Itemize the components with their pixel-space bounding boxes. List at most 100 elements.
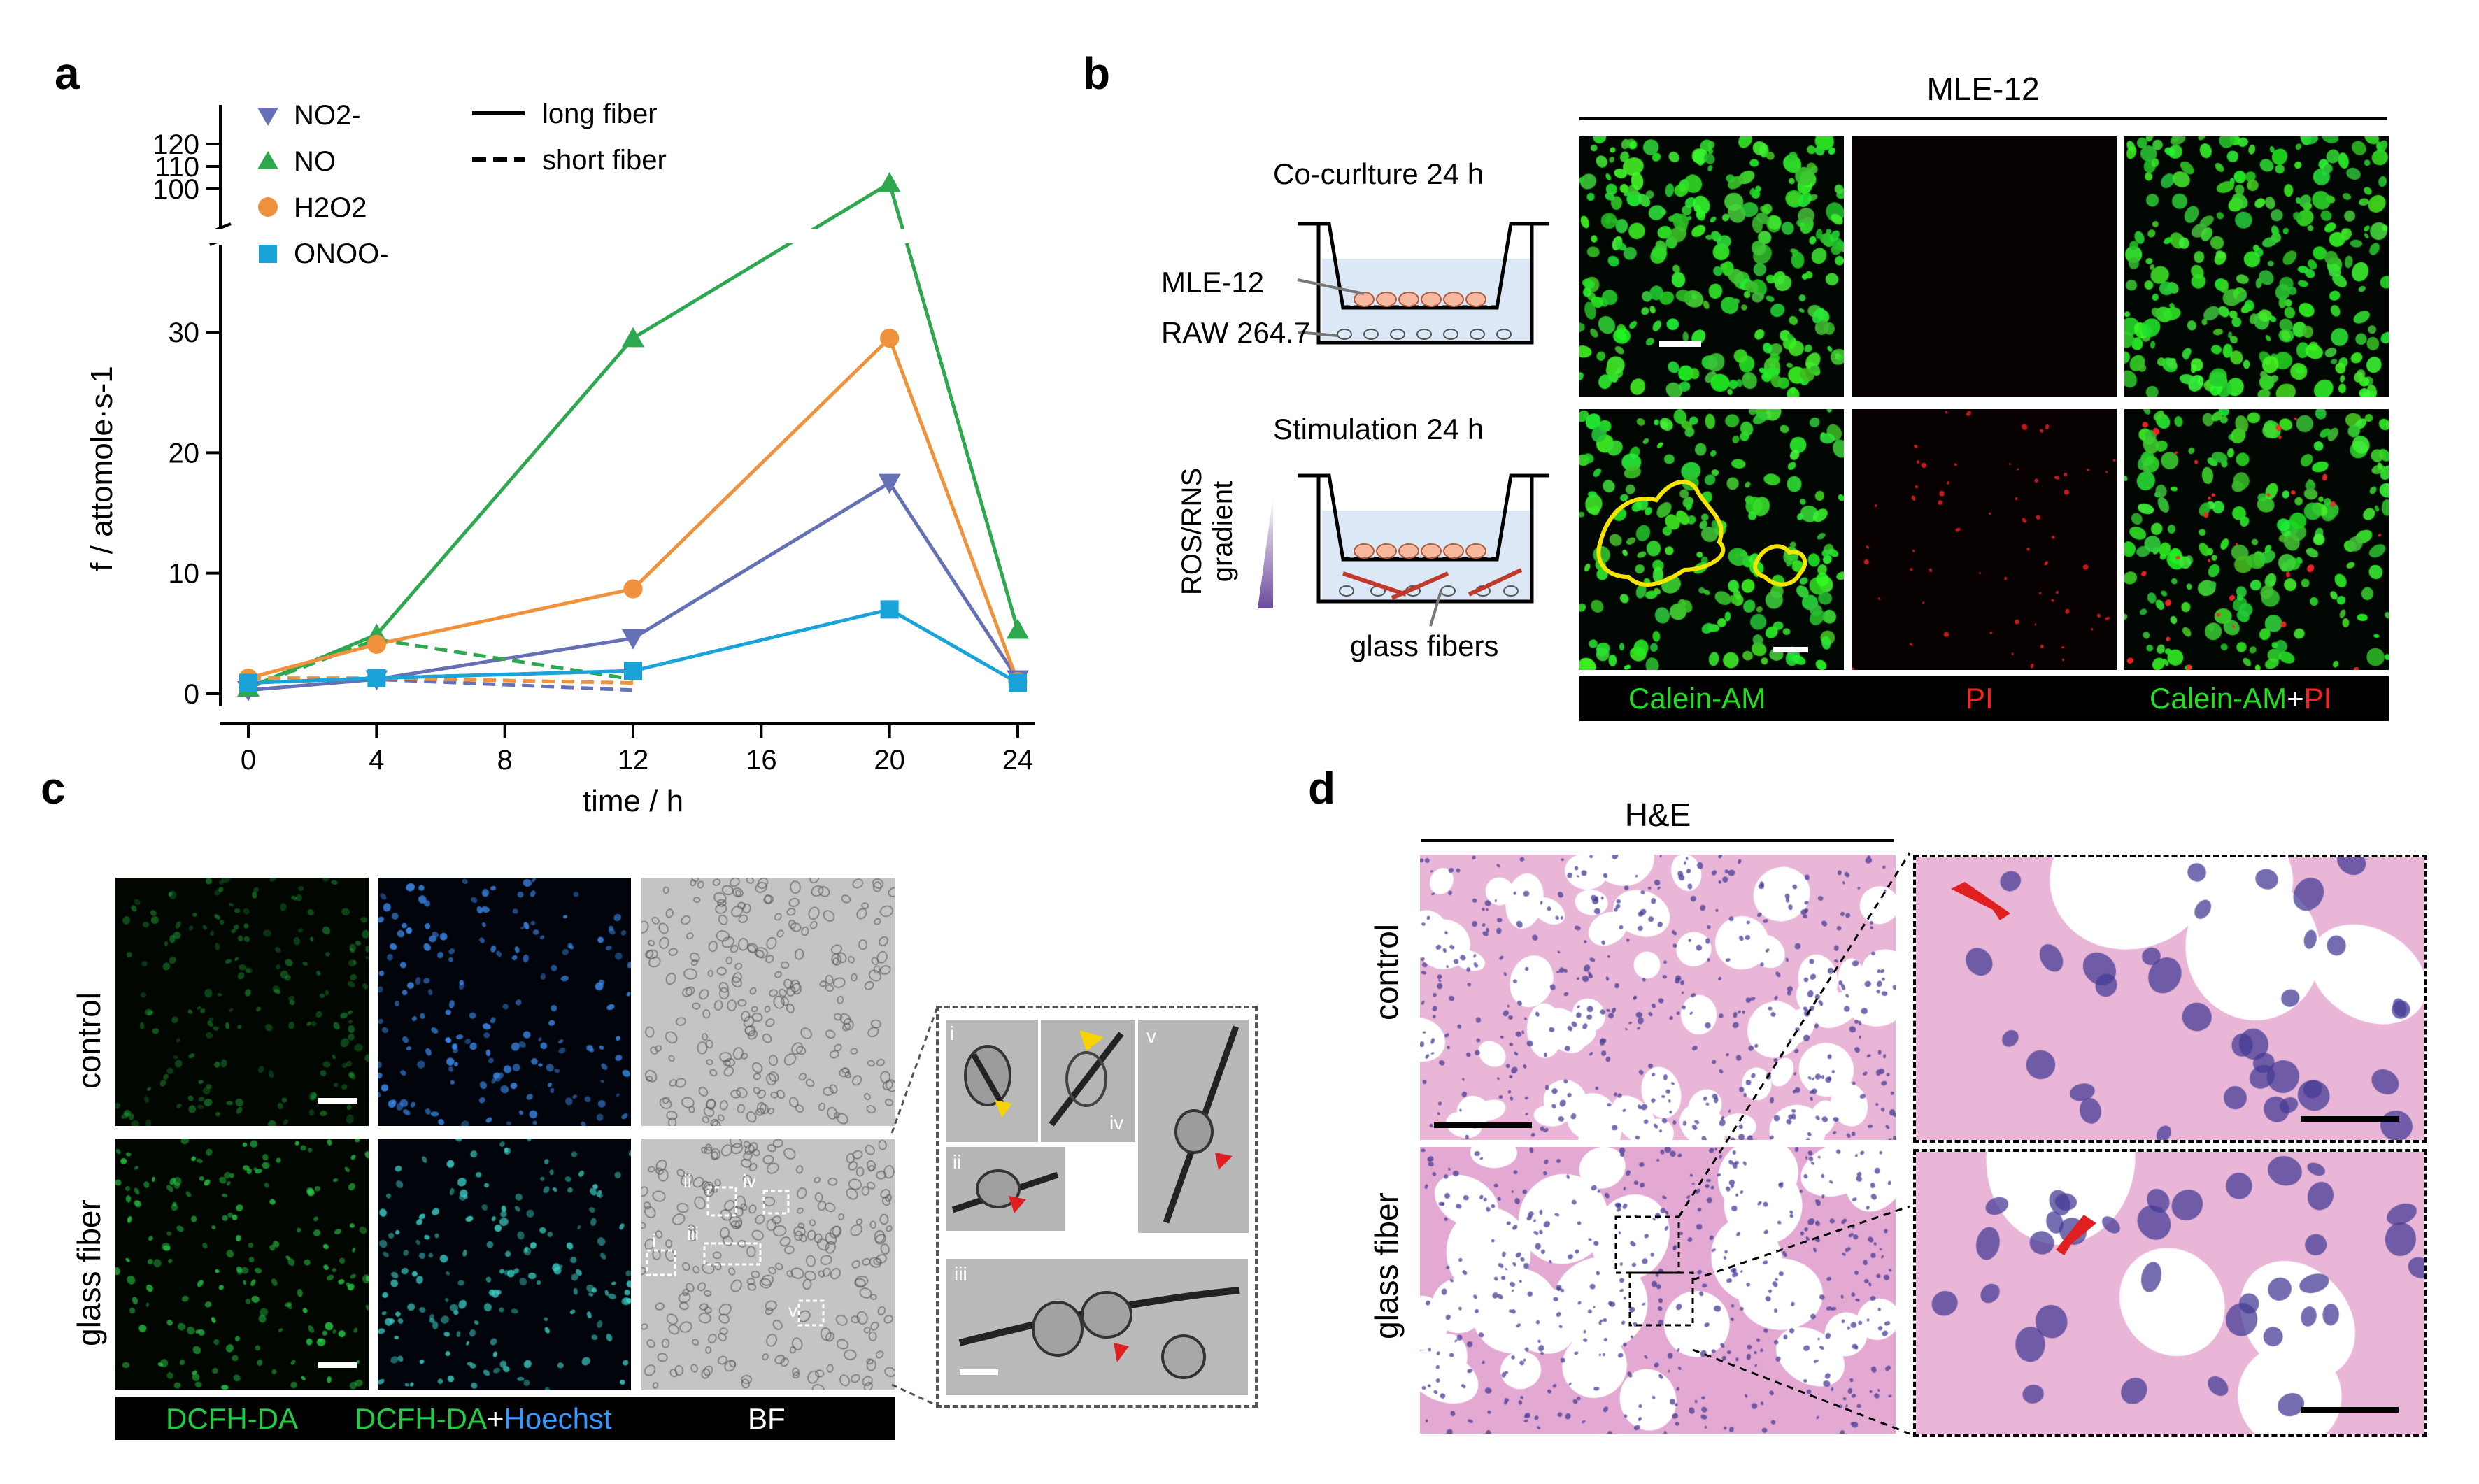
d-title-rule <box>1421 839 1894 842</box>
inset-i: i <box>946 1020 1038 1142</box>
x-tick-label-20: 20 <box>874 745 905 776</box>
b-title: MLE-12 <box>1926 71 2040 107</box>
b-title-rule <box>1579 117 2387 120</box>
scale-bar-c-bottom <box>318 1362 357 1368</box>
roi-label-iii: iii <box>687 1223 699 1244</box>
c-row-control: control <box>71 992 107 1090</box>
point-onoo-12 <box>624 662 642 680</box>
legend-label-no: NO <box>294 146 336 177</box>
d-img-he-control <box>1420 855 1896 1140</box>
x-tick-label-24: 24 <box>1002 745 1034 776</box>
c-row-glass: glass fiber <box>71 1199 107 1346</box>
x-tick-label-0: 0 <box>241 745 256 776</box>
roi-label-ii: ii <box>683 1171 692 1192</box>
legend-label-h2o2: H2O2 <box>294 192 367 223</box>
b-gradient-label: ROS/RNS gradient <box>1177 462 1238 601</box>
red-arrow-glass <box>2056 1215 2096 1255</box>
b-mle12-label: MLE-12 <box>1161 266 1265 299</box>
scale-bar-b-bottom <box>1773 647 1808 652</box>
c-img-dcfh-control <box>115 878 369 1126</box>
c-stain-merge-plus: + <box>486 1402 504 1435</box>
b-raw-label: RAW 264.7 <box>1161 316 1311 349</box>
scale-bar-c-top <box>318 1098 357 1104</box>
point-no2-20 <box>878 473 901 494</box>
c-img-merge-control <box>378 878 631 1126</box>
legend-label-short: short fiber <box>542 145 667 176</box>
point-no-24 <box>1007 618 1029 639</box>
legend-species: NO2- NO H2O2 ONOO- <box>257 100 389 269</box>
b-img-merge-control <box>2124 136 2389 397</box>
axis-break-gap <box>70 229 1063 243</box>
x-tick-label-8: 8 <box>497 745 513 776</box>
c-stain-bar: DCFH-DA DCFH-DA+Hoechst BF <box>115 1397 895 1440</box>
roi-boxes: i iii iv ii v <box>646 1171 825 1327</box>
b-img-pi-control <box>1852 136 2117 397</box>
c-stain-merge-b: Hoechst <box>504 1402 612 1435</box>
d-zoom-glass <box>1913 1149 2427 1437</box>
legend-marker-no <box>257 151 278 169</box>
transwell-schematic <box>1258 222 1549 627</box>
b-stain-merge-a: Calein-AM <box>2150 682 2287 715</box>
point-onoo-24 <box>1009 673 1027 692</box>
d-zoom-control <box>1913 855 2427 1143</box>
c-img-bf-glass: i iii iv ii v <box>641 1139 895 1390</box>
b-stain-merge-b: PI <box>2303 682 2332 715</box>
inset-v: v <box>1138 1020 1249 1233</box>
y-tick-label-30: 30 <box>169 318 200 348</box>
panel-label-b: b <box>1083 48 1111 99</box>
b-gradient-label-2: gradient <box>1207 480 1238 583</box>
point-h2o2-12 <box>623 579 643 599</box>
y-tick-label-0: 0 <box>184 679 199 710</box>
y-tick-label-120: 120 <box>152 129 199 160</box>
b-stimulation-label: Stimulation 24 h <box>1273 413 1484 445</box>
roi-label-iv: iv <box>743 1171 756 1192</box>
panel-label-d: d <box>1308 763 1336 813</box>
b-img-pi-glass <box>1852 409 2117 670</box>
y-tick-label-10: 10 <box>169 559 200 590</box>
d-row-control: control <box>1368 923 1405 1021</box>
y-axis-label: f / attomole·s-1 <box>85 366 119 571</box>
well-coculture <box>1297 222 1549 345</box>
b-coculture-label: Co-curlture 24 h <box>1273 157 1484 190</box>
c-img-dcfh-glass <box>115 1139 369 1390</box>
b-img-calcein-glass <box>1579 409 1844 670</box>
c-inset-box <box>936 1006 1258 1408</box>
d-title: H&E <box>1624 797 1691 833</box>
gradient-triangle <box>1258 497 1273 608</box>
c-zoom-connectors <box>890 1006 939 1407</box>
point-h2o2-4 <box>367 634 386 654</box>
roi-label-v: v <box>788 1300 797 1321</box>
legend-label-onoo: ONOO- <box>294 238 389 269</box>
b-glass-fibers-label: glass fibers <box>1350 629 1499 662</box>
x-tick-label-12: 12 <box>618 745 649 776</box>
point-no2-12 <box>622 629 644 650</box>
point-onoo-20 <box>880 600 899 619</box>
scale-bar-b-top <box>1659 341 1701 347</box>
inset-iii: iii <box>946 1259 1248 1395</box>
panel-label-c: c <box>41 763 66 813</box>
x-axis-label: time / h <box>583 784 683 818</box>
b-stain-pi: PI <box>1966 682 1994 715</box>
legend-marker-h2o2 <box>258 197 278 217</box>
x-tick-label-16: 16 <box>746 745 777 776</box>
inset-label-ii: ii <box>953 1151 962 1173</box>
d-row-glass: glass fiber <box>1368 1192 1405 1339</box>
c-stain-dcfh: DCFH-DA <box>166 1402 298 1435</box>
b-img-merge-glass <box>2124 409 2389 670</box>
point-onoo-4 <box>367 669 386 687</box>
d-zoom-boxes <box>1614 1215 1694 1327</box>
inset-ii: ii <box>946 1147 1065 1231</box>
cell-cluster-outline <box>1596 480 1807 587</box>
legend-marker-onoo <box>259 245 277 263</box>
b-gradient-label-1: ROS/RNS <box>1177 467 1207 596</box>
c-stain-bf: BF <box>748 1402 786 1435</box>
red-arrow-control <box>1951 882 2010 920</box>
inset-iv: iv <box>1041 1020 1135 1142</box>
point-no-20 <box>878 172 901 192</box>
panel-label-a: a <box>55 48 80 99</box>
y-tick-label-110: 110 <box>155 152 199 183</box>
legend-styles: long fiber short fiber <box>472 99 667 176</box>
c-stain-merge-a: DCFH-DA <box>355 1402 487 1435</box>
inset-label-v: v <box>1146 1025 1156 1047</box>
c-img-merge-glass <box>378 1139 631 1390</box>
